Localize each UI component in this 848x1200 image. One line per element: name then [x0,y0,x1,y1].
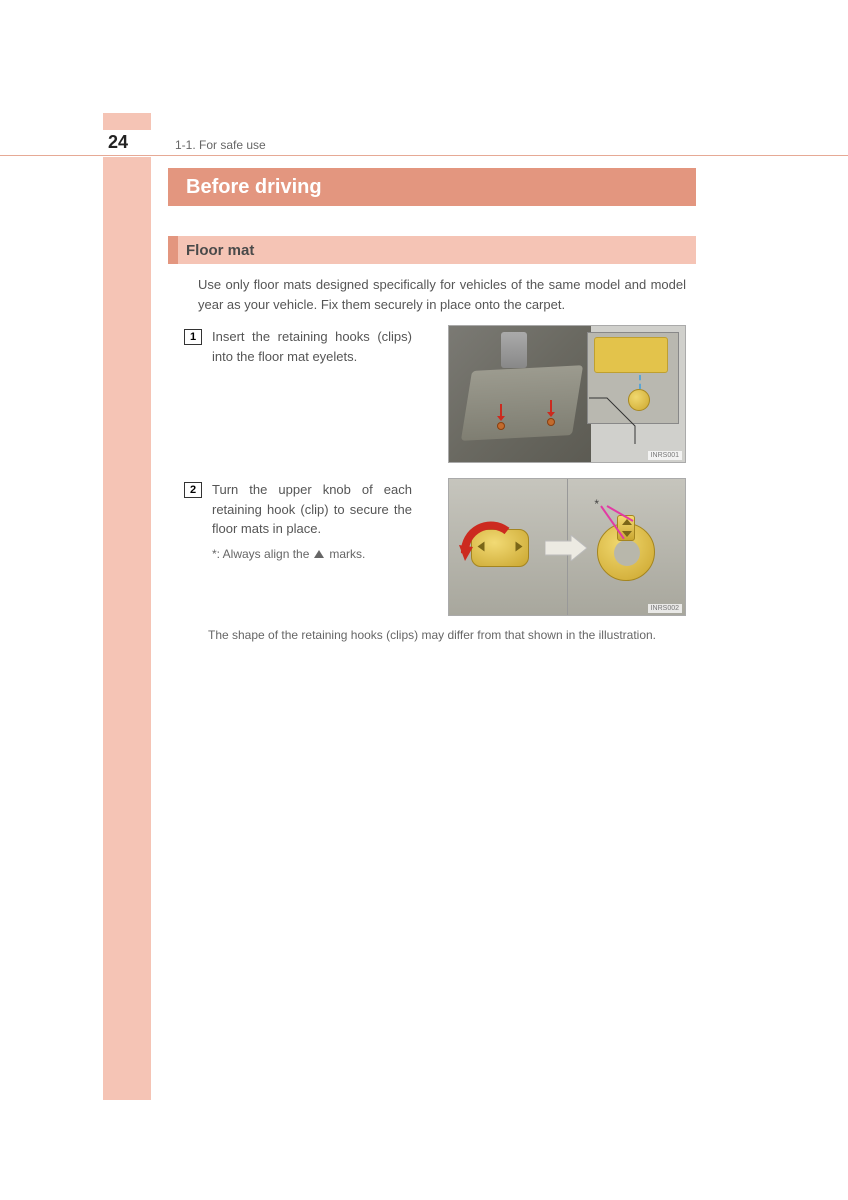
triangle-icon [314,550,324,558]
step-2-note-suffix: marks. [329,545,365,563]
step-2-note-prefix: *: Always align the [212,545,309,563]
section-heading: Before driving [168,168,696,206]
step-1-number: 1 [184,329,202,345]
step-2-image-code: INRS002 [648,604,682,613]
step-1-text: Insert the retaining hooks (clips) into … [212,327,412,366]
step-2-number: 2 [184,482,202,498]
manual-page: 24 1-1. For safe use Before driving Floo… [0,0,848,1200]
subsection-bar: Floor mat [178,236,696,264]
intro-paragraph: Use only floor mats designed specificall… [198,275,686,314]
step-1-illustration: INRS001 [448,325,686,463]
header-tab [103,113,151,130]
step-2-illustration: * INRS002 [448,478,686,616]
section-heading-text: Before driving [186,176,322,199]
step-2-text: Turn the upper knob of each retaining ho… [212,480,412,539]
subsection-text: Floor mat [186,242,254,259]
asterisk-icon: * [594,497,599,511]
subsection-tab [168,236,178,264]
header-rule [0,130,848,156]
left-sidebar-stripe [103,157,151,1100]
step-2-text-col: Turn the upper knob of each retaining ho… [212,480,412,563]
step-2-note: *: Always align the marks. [212,545,412,563]
footnote: The shape of the retaining hooks (clips)… [208,628,686,642]
step-1-image-code: INRS001 [648,451,682,460]
subsection-heading: Floor mat [168,236,696,264]
